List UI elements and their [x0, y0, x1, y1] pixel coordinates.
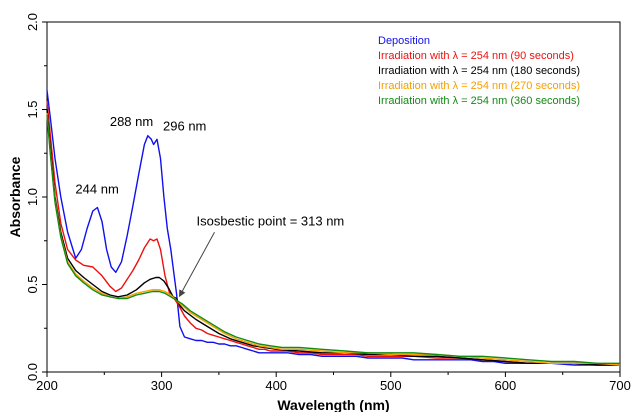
legend-entry: Irradiation with λ = 254 nm (180 seconds…: [378, 65, 580, 77]
y-tick-label: 1.0: [25, 188, 40, 206]
x-tick-label: 500: [380, 378, 402, 393]
x-tick-label: 600: [495, 378, 517, 393]
x-tick-label: 200: [36, 378, 58, 393]
x-tick-label: 300: [151, 378, 173, 393]
series-line-5: [46, 114, 620, 364]
legend: Deposition Irradiation with λ = 254 nm (9…: [378, 35, 580, 107]
y-tick-label: 2.0: [25, 13, 40, 31]
annotation-layer: Isosbestic point = 313 nm: [179, 213, 344, 298]
isosbestic-annotation: Isosbestic point = 313 nm: [196, 213, 344, 228]
legend-entry: Deposition: [378, 35, 430, 47]
isosbestic-arrow: [179, 232, 215, 298]
y-tick-label: 0.0: [25, 363, 40, 381]
series-line-2: [46, 100, 620, 366]
peak-labels: 244 nm 288 nm 296 nm: [75, 114, 206, 197]
x-tick-label: 700: [609, 378, 631, 393]
x-axis: 200 300 400 500 600 700: [36, 372, 631, 393]
x-axis-title: Wavelength (nm): [277, 397, 389, 412]
series-line-3: [46, 109, 620, 366]
y-axis-title: Absorbance: [7, 156, 23, 237]
legend-entry: Irradiation with λ = 254 nm (270 seconds…: [378, 80, 580, 92]
series-line-1: [46, 90, 620, 366]
peak-label: 244 nm: [75, 182, 118, 197]
y-tick-label: 1.5: [25, 100, 40, 118]
series-layer: [46, 90, 621, 366]
legend-entry: Irradiation with λ = 254 nm (90 seconds): [378, 50, 574, 62]
peak-label: 296 nm: [163, 118, 206, 133]
plot-area: Isosbestic point = 313 nm 244 nm 288 nm 29…: [46, 21, 621, 373]
peak-label: 288 nm: [110, 114, 153, 129]
y-axis: 0.0 0.5 1.0 1.5 2.0: [25, 13, 47, 381]
y-tick-label: 0.5: [25, 275, 40, 293]
series-line-4: [46, 112, 621, 366]
x-tick-label: 400: [265, 378, 287, 393]
legend-entry: Irradiation with λ = 254 nm (360 seconds…: [378, 95, 580, 107]
